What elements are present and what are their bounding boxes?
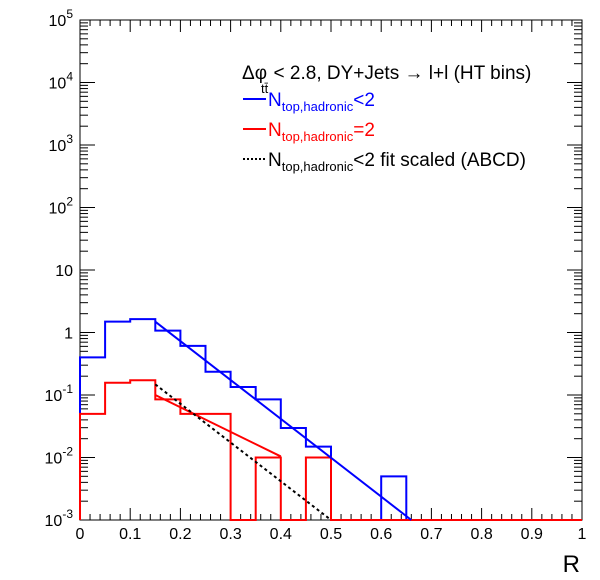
y-tick-label: 1	[64, 326, 73, 343]
x-tick-label: 0.2	[169, 526, 191, 543]
y-tick-label: 10-3	[45, 507, 74, 530]
fit-line-4	[154, 383, 332, 521]
histogram-red	[79, 379, 582, 521]
legend-entry-blue: Ntop,hadronic<2	[243, 90, 375, 114]
plot-frame	[79, 19, 583, 521]
x-tick-label: 0.3	[219, 526, 241, 543]
x-tick-label: 0.1	[119, 526, 141, 543]
axis-ticks	[79, 19, 583, 521]
y-tick-label: 104	[49, 70, 74, 93]
y-tick-label: 10-1	[45, 382, 74, 405]
svg-text:Ntop,hadronic<2: Ntop,hadronic<2	[268, 90, 375, 114]
legend-header: Δφ tt̄ < 2.8, DY+Jets → l+l (HT bins)	[242, 63, 531, 96]
x-tick-labels: 0 0.1 0.2 0.3 0.4 0.5 0.6 0.7 0.8 0.9 1	[76, 526, 587, 543]
y-tick-label: 10-2	[45, 445, 74, 468]
legend-entry-black: Ntop,hadronic<2 fit scaled (ABCD)	[243, 150, 526, 174]
x-tick-label: 0.8	[470, 526, 492, 543]
legend: Δφ tt̄ < 2.8, DY+Jets → l+l (HT bins) Nto…	[242, 63, 531, 174]
y-tick-label: 10	[55, 263, 73, 280]
fit-line-3	[154, 394, 282, 458]
x-tick-label: 0.5	[320, 526, 342, 543]
x-tick-label: 1	[578, 526, 587, 543]
svg-text:Ntop,hadronic<2 fit scaled (AB: Ntop,hadronic<2 fit scaled (ABCD)	[268, 150, 526, 174]
x-tick-label: 0.6	[370, 526, 392, 543]
x-tick-label: 0.7	[420, 526, 442, 543]
x-tick-label: 0.4	[270, 526, 292, 543]
series-group	[79, 318, 582, 521]
x-axis-label: R	[563, 551, 580, 578]
legend-entry-red: Ntop,hadronic=2	[243, 120, 375, 144]
svg-text:Ntop,hadronic=2: Ntop,hadronic=2	[268, 120, 375, 144]
fit-line-2	[154, 320, 412, 521]
x-tick-label: 0.9	[521, 526, 543, 543]
y-tick-label: 102	[49, 195, 74, 218]
y-tick-labels: 10-3 10-2 10-1 1 10 102 103 104 105	[45, 7, 74, 530]
y-tick-label: 103	[49, 132, 74, 155]
y-tick-label: 105	[49, 7, 74, 30]
x-tick-label: 0	[76, 526, 85, 543]
